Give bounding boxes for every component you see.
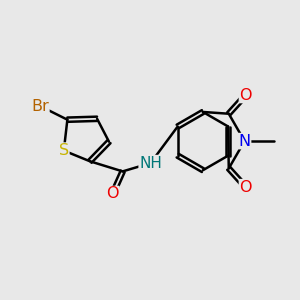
Text: N: N xyxy=(238,134,250,148)
Text: O: O xyxy=(106,187,119,202)
Text: Br: Br xyxy=(31,98,49,113)
Text: O: O xyxy=(239,88,252,103)
Text: NH: NH xyxy=(139,156,162,171)
Text: S: S xyxy=(59,143,69,158)
Text: O: O xyxy=(239,180,252,195)
